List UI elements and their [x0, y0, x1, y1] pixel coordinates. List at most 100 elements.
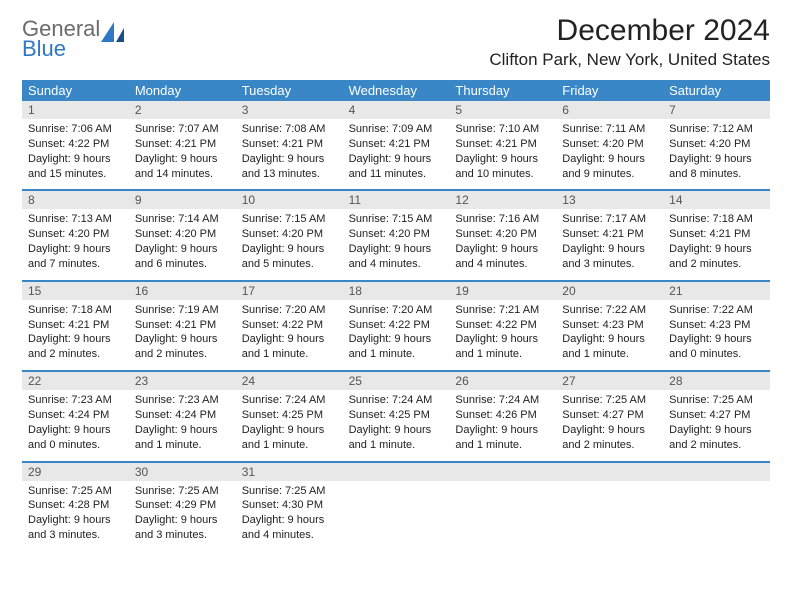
- day-number: 8: [22, 191, 129, 209]
- calendar-week: 891011121314Sunrise: 7:13 AMSunset: 4:20…: [22, 191, 770, 281]
- day-cell: Sunrise: 7:20 AMSunset: 4:22 PMDaylight:…: [343, 300, 450, 370]
- sunrise-text: Sunrise: 7:25 AM: [669, 393, 764, 408]
- daylight-text-1: Daylight: 9 hours: [28, 152, 123, 167]
- day-cell: Sunrise: 7:21 AMSunset: 4:22 PMDaylight:…: [449, 300, 556, 370]
- sunrise-text: Sunrise: 7:20 AM: [349, 303, 444, 318]
- sunrise-text: Sunrise: 7:25 AM: [242, 484, 337, 499]
- sunset-text: Sunset: 4:29 PM: [135, 498, 230, 513]
- day-cell: Sunrise: 7:12 AMSunset: 4:20 PMDaylight:…: [663, 119, 770, 189]
- day-cell: Sunrise: 7:15 AMSunset: 4:20 PMDaylight:…: [343, 209, 450, 279]
- daylight-text-1: Daylight: 9 hours: [28, 423, 123, 438]
- day-number: 1: [22, 101, 129, 119]
- sunrise-text: Sunrise: 7:22 AM: [562, 303, 657, 318]
- sunset-text: Sunset: 4:21 PM: [562, 227, 657, 242]
- day-cell: Sunrise: 7:16 AMSunset: 4:20 PMDaylight:…: [449, 209, 556, 279]
- day-number: 27: [556, 372, 663, 390]
- day-cell: [556, 481, 663, 551]
- sunset-text: Sunset: 4:21 PM: [242, 137, 337, 152]
- daylight-text-1: Daylight: 9 hours: [135, 152, 230, 167]
- sunset-text: Sunset: 4:21 PM: [28, 318, 123, 333]
- daylight-text-1: Daylight: 9 hours: [135, 242, 230, 257]
- daylight-text-2: and 1 minute.: [242, 347, 337, 362]
- day-cell: Sunrise: 7:06 AMSunset: 4:22 PMDaylight:…: [22, 119, 129, 189]
- day-number: 22: [22, 372, 129, 390]
- day-number: 25: [343, 372, 450, 390]
- day-cell: Sunrise: 7:19 AMSunset: 4:21 PMDaylight:…: [129, 300, 236, 370]
- sunset-text: Sunset: 4:25 PM: [242, 408, 337, 423]
- day-number: 4: [343, 101, 450, 119]
- weekday-header: Saturday: [663, 80, 770, 101]
- sunrise-text: Sunrise: 7:25 AM: [28, 484, 123, 499]
- daylight-text-1: Daylight: 9 hours: [242, 423, 337, 438]
- sunrise-text: Sunrise: 7:06 AM: [28, 122, 123, 137]
- sunset-text: Sunset: 4:26 PM: [455, 408, 550, 423]
- location: Clifton Park, New York, United States: [489, 50, 770, 70]
- weekday-header: Wednesday: [343, 80, 450, 101]
- sunset-text: Sunset: 4:20 PM: [455, 227, 550, 242]
- daylight-text-1: Daylight: 9 hours: [242, 332, 337, 347]
- daylight-text-1: Daylight: 9 hours: [455, 152, 550, 167]
- calendar-week: 15161718192021Sunrise: 7:18 AMSunset: 4:…: [22, 282, 770, 372]
- day-number: 6: [556, 101, 663, 119]
- daylight-text-1: Daylight: 9 hours: [28, 332, 123, 347]
- sunrise-text: Sunrise: 7:21 AM: [455, 303, 550, 318]
- sunrise-text: Sunrise: 7:24 AM: [242, 393, 337, 408]
- daylight-text-2: and 6 minutes.: [135, 257, 230, 272]
- daylight-text-2: and 2 minutes.: [135, 347, 230, 362]
- day-number: 13: [556, 191, 663, 209]
- sunset-text: Sunset: 4:20 PM: [349, 227, 444, 242]
- sunset-text: Sunset: 4:30 PM: [242, 498, 337, 513]
- sunrise-text: Sunrise: 7:09 AM: [349, 122, 444, 137]
- calendar-week: 1234567Sunrise: 7:06 AMSunset: 4:22 PMDa…: [22, 101, 770, 191]
- sunrise-text: Sunrise: 7:24 AM: [349, 393, 444, 408]
- day-number: 26: [449, 372, 556, 390]
- daylight-text-1: Daylight: 9 hours: [562, 242, 657, 257]
- day-cell: Sunrise: 7:14 AMSunset: 4:20 PMDaylight:…: [129, 209, 236, 279]
- day-number: 20: [556, 282, 663, 300]
- sunrise-text: Sunrise: 7:08 AM: [242, 122, 337, 137]
- month-title: December 2024: [489, 14, 770, 48]
- daylight-text-2: and 11 minutes.: [349, 167, 444, 182]
- daylight-text-2: and 10 minutes.: [455, 167, 550, 182]
- sunrise-text: Sunrise: 7:16 AM: [455, 212, 550, 227]
- weekday-header: Tuesday: [236, 80, 343, 101]
- calendar-week: 22232425262728Sunrise: 7:23 AMSunset: 4:…: [22, 372, 770, 462]
- day-number: 17: [236, 282, 343, 300]
- sunset-text: Sunset: 4:22 PM: [242, 318, 337, 333]
- daylight-text-2: and 7 minutes.: [28, 257, 123, 272]
- day-number: 16: [129, 282, 236, 300]
- daylight-text-1: Daylight: 9 hours: [349, 242, 444, 257]
- sunrise-text: Sunrise: 7:18 AM: [669, 212, 764, 227]
- weekday-header: Friday: [556, 80, 663, 101]
- sunset-text: Sunset: 4:28 PM: [28, 498, 123, 513]
- day-number: [556, 463, 663, 481]
- calendar-grid: SundayMondayTuesdayWednesdayThursdayFrid…: [22, 80, 770, 551]
- day-cell: Sunrise: 7:22 AMSunset: 4:23 PMDaylight:…: [663, 300, 770, 370]
- sunset-text: Sunset: 4:21 PM: [135, 318, 230, 333]
- logo-sail-icon: [100, 20, 128, 49]
- day-number: 12: [449, 191, 556, 209]
- daylight-text-2: and 4 minutes.: [242, 528, 337, 543]
- sunrise-text: Sunrise: 7:24 AM: [455, 393, 550, 408]
- daylight-text-2: and 9 minutes.: [562, 167, 657, 182]
- daylight-text-1: Daylight: 9 hours: [669, 332, 764, 347]
- sunrise-text: Sunrise: 7:07 AM: [135, 122, 230, 137]
- day-cell: Sunrise: 7:17 AMSunset: 4:21 PMDaylight:…: [556, 209, 663, 279]
- day-number: 11: [343, 191, 450, 209]
- sunrise-text: Sunrise: 7:19 AM: [135, 303, 230, 318]
- sunrise-text: Sunrise: 7:17 AM: [562, 212, 657, 227]
- daylight-text-2: and 1 minute.: [562, 347, 657, 362]
- sunrise-text: Sunrise: 7:25 AM: [135, 484, 230, 499]
- daylight-text-2: and 4 minutes.: [455, 257, 550, 272]
- sunrise-text: Sunrise: 7:23 AM: [28, 393, 123, 408]
- day-cell: Sunrise: 7:09 AMSunset: 4:21 PMDaylight:…: [343, 119, 450, 189]
- daylight-text-2: and 3 minutes.: [28, 528, 123, 543]
- day-cell: Sunrise: 7:08 AMSunset: 4:21 PMDaylight:…: [236, 119, 343, 189]
- daylight-text-2: and 15 minutes.: [28, 167, 123, 182]
- logo-line2: Blue: [22, 38, 100, 60]
- sunset-text: Sunset: 4:25 PM: [349, 408, 444, 423]
- daylight-text-1: Daylight: 9 hours: [455, 423, 550, 438]
- weekday-header: Sunday: [22, 80, 129, 101]
- day-number: 19: [449, 282, 556, 300]
- logo-text: General Blue: [22, 18, 100, 60]
